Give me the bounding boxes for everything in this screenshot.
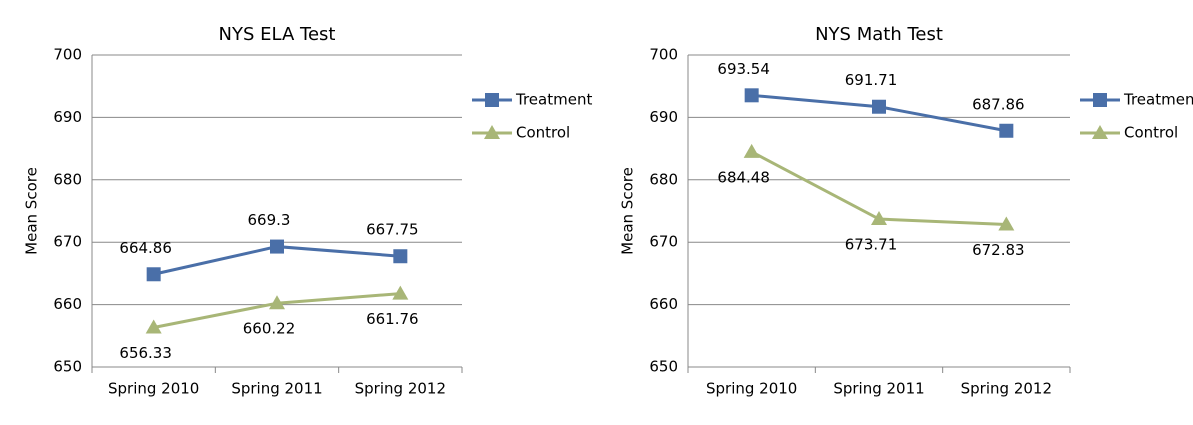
data-label: 660.22 [243, 320, 296, 338]
data-label: 664.86 [119, 239, 172, 257]
legend-label: Treatment [1123, 91, 1193, 109]
data-label: 669.3 [248, 211, 291, 229]
marker [743, 143, 760, 158]
marker [744, 88, 759, 103]
y-tick-label: 670 [53, 233, 82, 251]
y-tick-label: 650 [649, 358, 678, 376]
x-tick-label: Spring 2012 [961, 380, 1052, 398]
y-tick-label: 690 [53, 108, 82, 126]
data-label: 693.54 [717, 60, 770, 78]
x-tick-label: Spring 2010 [706, 380, 797, 398]
marker [484, 125, 500, 139]
legend-label: Control [1124, 124, 1178, 142]
data-label: 661.76 [366, 310, 419, 328]
marker [392, 285, 409, 300]
x-tick-label: Spring 2011 [833, 380, 924, 398]
marker [145, 319, 162, 334]
marker [999, 123, 1014, 138]
y-tick-label: 700 [53, 46, 82, 64]
chart-title: NYS Math Test [815, 24, 943, 45]
y-tick-label: 660 [53, 295, 82, 313]
data-label: 684.48 [717, 168, 770, 186]
marker [871, 211, 887, 226]
y-axis-label: Mean Score [23, 167, 41, 255]
marker [146, 267, 161, 282]
y-tick-label: 700 [649, 46, 678, 64]
legend-label: Control [516, 124, 570, 142]
data-label: 672.83 [972, 241, 1025, 259]
marker [269, 295, 285, 310]
y-tick-label: 680 [649, 170, 678, 188]
chart-title: NYS ELA Test [219, 24, 336, 45]
marker [998, 216, 1015, 231]
y-tick-label: 680 [53, 170, 82, 188]
x-tick-label: Spring 2011 [231, 380, 322, 398]
y-tick-label: 670 [649, 233, 678, 251]
data-label: 673.71 [845, 236, 898, 254]
y-tick-label: 690 [649, 108, 678, 126]
marker [393, 249, 408, 264]
legend-label: Treatment [515, 91, 592, 109]
x-tick-label: Spring 2010 [108, 380, 199, 398]
x-tick-label: Spring 2012 [355, 380, 446, 398]
y-axis-label: Mean Score [619, 167, 637, 255]
marker [872, 99, 886, 114]
data-label: 656.33 [119, 344, 172, 362]
y-tick-label: 650 [53, 358, 82, 376]
y-tick-label: 660 [649, 295, 678, 313]
data-label: 691.71 [845, 71, 898, 89]
data-label: 687.86 [972, 95, 1025, 113]
marker [1092, 125, 1108, 139]
marker [270, 239, 284, 254]
data-label: 667.75 [366, 221, 419, 239]
marker [1093, 93, 1107, 107]
marker [485, 93, 499, 107]
